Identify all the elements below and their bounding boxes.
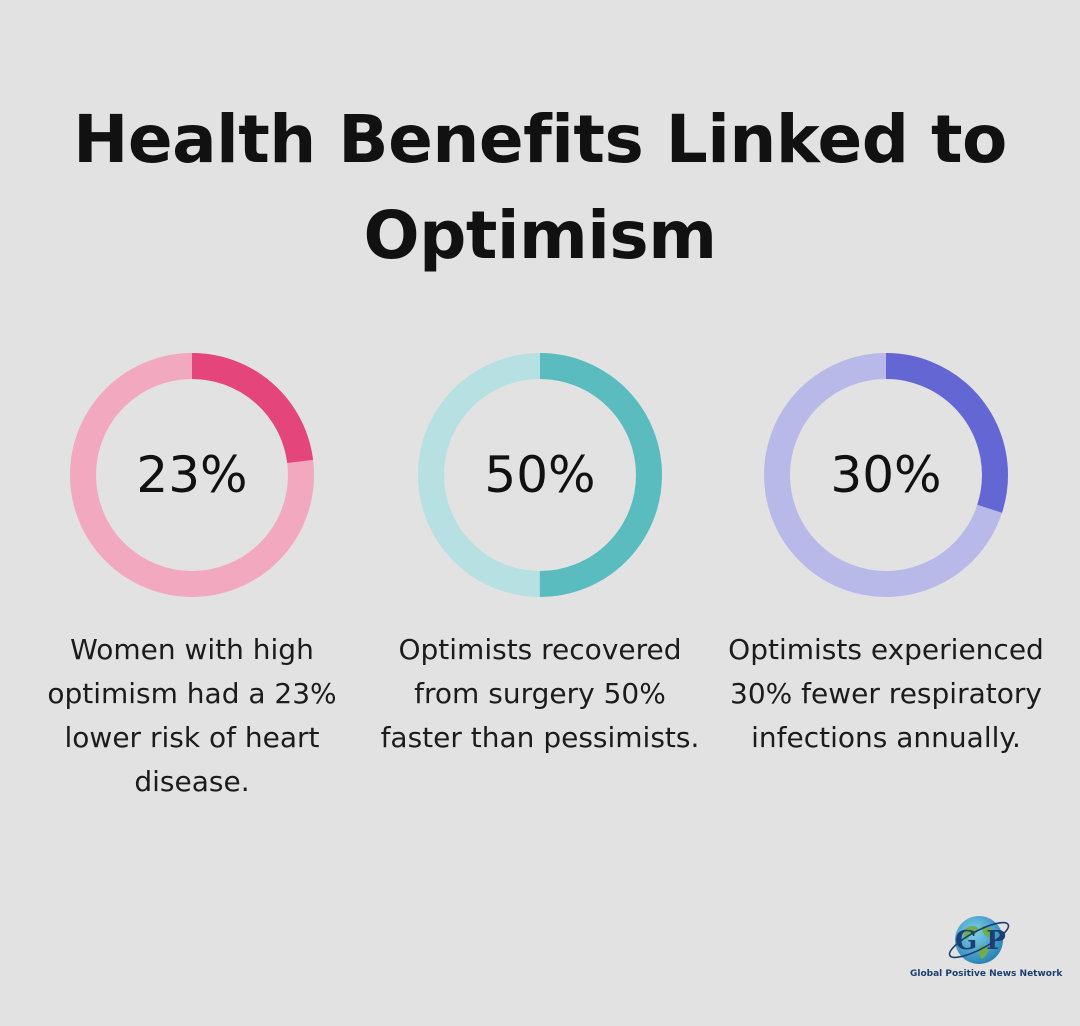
stat-value: 50% [484,446,596,504]
donut-ring [764,353,1008,597]
stat-value: 30% [830,446,942,504]
brand-logo: G P Global Positive News Network [910,912,1063,988]
logo-letters: G P [955,926,1006,956]
logo-text: Global Positive News Network [910,969,1063,979]
donut-fill [764,353,1008,597]
stat-value: 23% [136,446,248,504]
donut-chart: 23% [69,352,315,598]
donut-chart: 30% [763,352,1009,598]
stat-card-respiratory-infections: 30% Optimists experienced 30% fewer resp… [721,352,1051,760]
globe-logo-icon: G P [948,916,1010,964]
donut-fill [418,353,662,597]
stat-card-heart-disease: 23% Women with high optimism had a 23% l… [27,352,357,804]
donut-fill [70,353,314,597]
donut-chart: 50% [417,352,663,598]
page-title: Health Benefits Linked to Optimism [73,101,1007,274]
donut-ring [418,353,662,597]
stat-description: Optimists recovered from surgery 50% fas… [380,633,700,754]
stat-description: Women with high optimism had a 23% lower… [47,633,337,798]
stat-description: Optimists experienced 30% fewer respirat… [728,633,1044,754]
donut-ring [70,353,314,597]
stat-card-surgery-recovery: 50% Optimists recovered from surgery 50%… [375,352,705,760]
